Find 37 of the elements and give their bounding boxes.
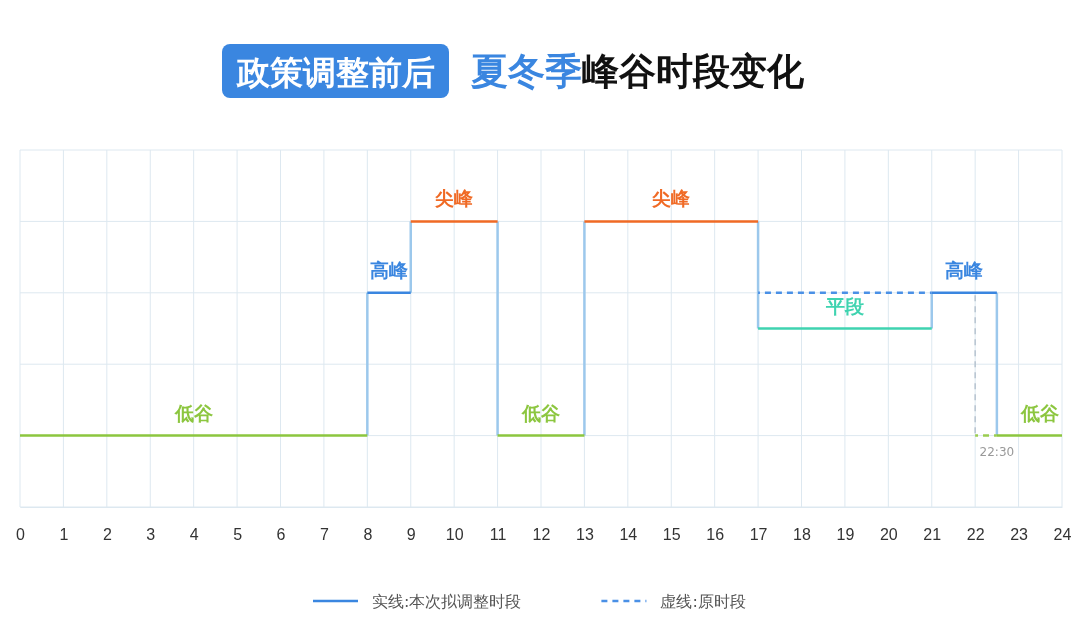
- x-tick-label: 5: [233, 526, 243, 544]
- x-tick-label: 22: [966, 526, 985, 544]
- x-tick-label: 6: [276, 526, 286, 544]
- x-tick-label: 12: [532, 526, 551, 544]
- annotation: 高峰: [945, 258, 985, 281]
- annotation: 低谷: [173, 401, 214, 424]
- x-tick-label: 9: [406, 526, 416, 544]
- x-tick-label: 15: [662, 526, 681, 544]
- x-tick-label: 8: [363, 526, 373, 544]
- x-tick-label: 11: [489, 526, 507, 544]
- annotation: 低谷: [1020, 401, 1061, 424]
- x-tick-label: 0: [16, 526, 26, 544]
- x-tick-label: 20: [879, 526, 898, 544]
- x-tick-label: 17: [749, 526, 768, 544]
- x-tick-label: 13: [576, 526, 594, 544]
- x-tick-label: 1: [59, 526, 69, 544]
- annotation: 尖峰: [651, 187, 692, 210]
- x-tick-label: 23: [1010, 526, 1029, 544]
- x-tick-label: 19: [836, 526, 855, 544]
- legend-label: 虚线:原时段: [660, 592, 746, 611]
- annotation: 尖峰: [434, 187, 475, 210]
- annotation: 低谷: [521, 401, 561, 424]
- x-tick-label: 3: [146, 526, 156, 544]
- annotation: 22:30: [979, 444, 1015, 459]
- x-tick-label: 4: [189, 526, 199, 544]
- x-tick-label: 10: [445, 526, 464, 544]
- legend-label: 实线:本次拟调整时段: [372, 592, 522, 611]
- x-tick-label: 7: [319, 526, 329, 544]
- x-tick-label: 18: [793, 526, 811, 544]
- annotation: 高峰: [370, 258, 410, 281]
- x-tick-label: 16: [706, 526, 725, 544]
- x-tick-label: 24: [1053, 526, 1072, 544]
- x-tick-label: 2: [102, 526, 112, 544]
- x-tick-label: 14: [619, 526, 638, 544]
- annotation: 平段: [824, 294, 865, 317]
- x-tick-label: 21: [923, 526, 942, 544]
- chart-title: 政策调整前后 夏冬季峰谷时段变化: [236, 50, 805, 93]
